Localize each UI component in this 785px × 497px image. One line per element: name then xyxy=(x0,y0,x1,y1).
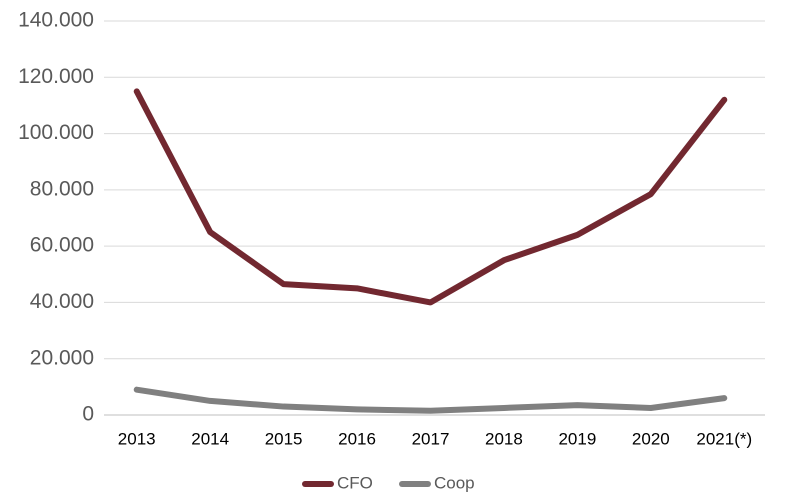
x-tick-label: 2013 xyxy=(118,429,156,448)
x-tick-label: 2021(*) xyxy=(696,429,752,448)
series-line xyxy=(133,88,728,306)
series-line xyxy=(133,386,728,414)
y-tick-label: 20.000 xyxy=(30,346,94,369)
x-tick-label: 2018 xyxy=(485,429,523,448)
x-tick-label: 2014 xyxy=(191,429,229,448)
y-tick-label: 60.000 xyxy=(30,234,94,257)
y-tick-label: 120.000 xyxy=(18,65,94,88)
x-tick-label: 2016 xyxy=(338,429,376,448)
y-tick-label: 80.000 xyxy=(30,177,94,200)
y-tick-label: 100.000 xyxy=(18,121,94,144)
y-tick-label: 140.000 xyxy=(18,9,94,32)
x-tick-label: 2019 xyxy=(558,429,596,448)
x-tick-label: 2015 xyxy=(265,429,303,448)
legend-label: Coop xyxy=(434,473,475,492)
x-tick-label: 2020 xyxy=(632,429,670,448)
y-tick-label: 0 xyxy=(82,403,94,426)
y-tick-label: 40.000 xyxy=(30,290,94,313)
x-tick-label: 2017 xyxy=(412,429,450,448)
legend-label: CFO xyxy=(337,473,373,492)
